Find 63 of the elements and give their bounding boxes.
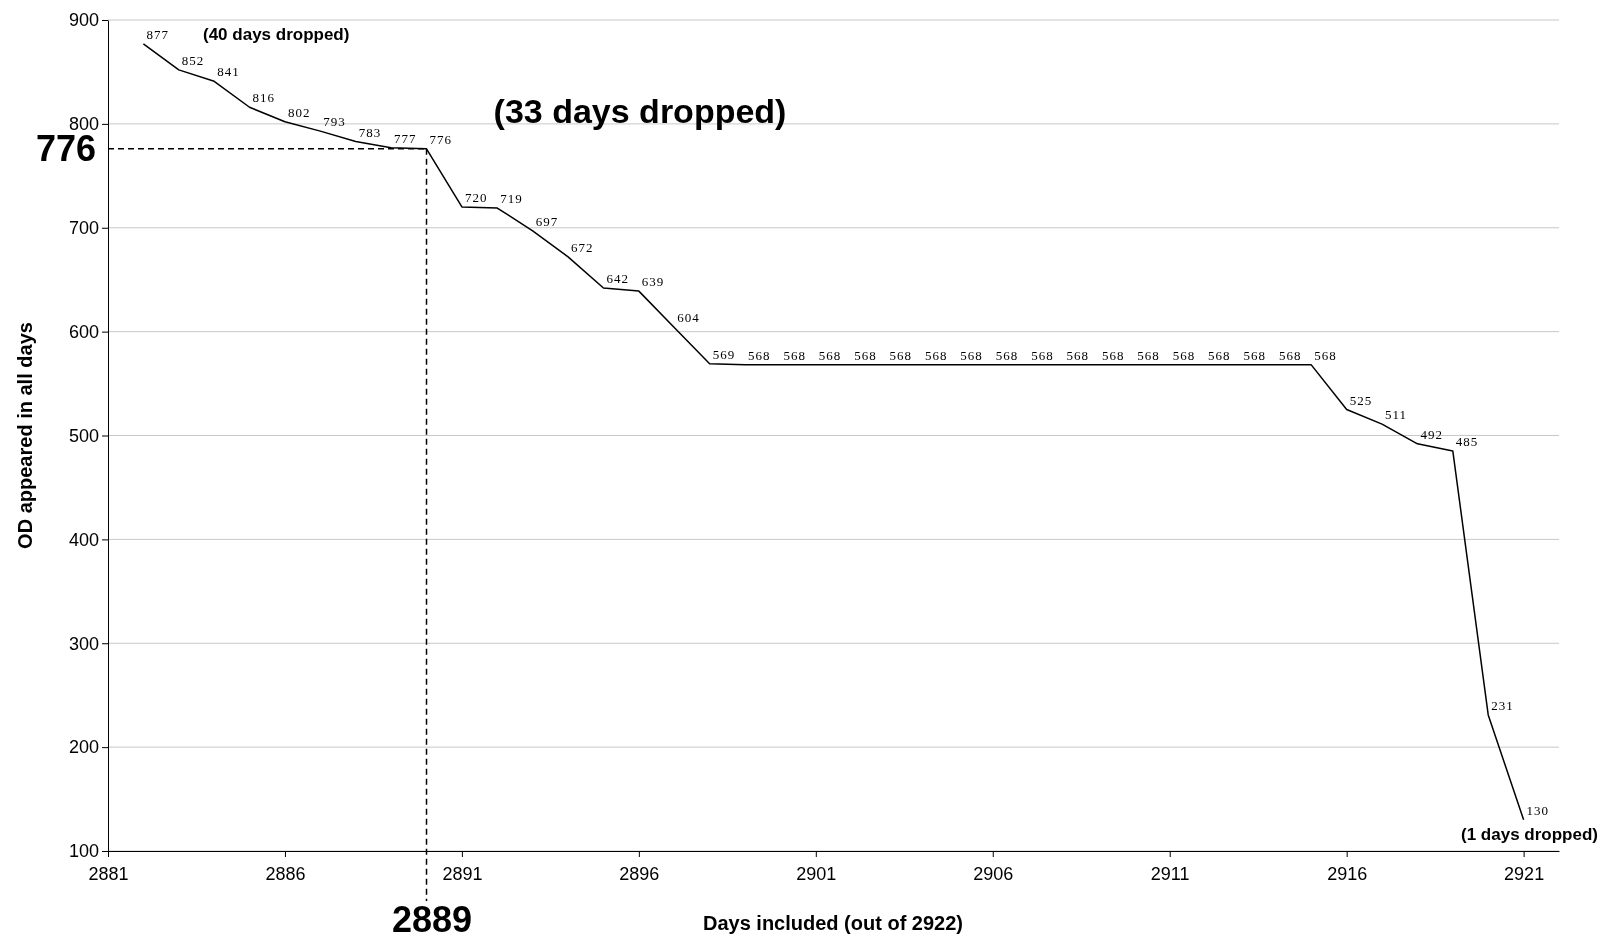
- x-tick-label: 2906: [973, 863, 1014, 884]
- data-label: 568: [1172, 347, 1196, 363]
- y-tick-label: 100: [68, 841, 99, 862]
- data-label: 485: [1455, 434, 1479, 450]
- data-label: 568: [854, 347, 877, 363]
- data-label: 568: [1066, 347, 1090, 363]
- data-label: 783: [358, 124, 382, 140]
- data-label: 642: [606, 271, 629, 286]
- x-tick-label: 2881: [88, 863, 129, 884]
- data-label: 568: [1137, 347, 1160, 363]
- y-tick-label: 700: [68, 218, 99, 239]
- data-label: 777: [394, 130, 417, 146]
- y-tick-label: 300: [68, 633, 99, 654]
- x-tick-label: 2901: [796, 863, 837, 884]
- y-tick-label: 900: [68, 10, 99, 31]
- x-tick-label: 2891: [442, 863, 483, 884]
- data-label: 802: [287, 104, 311, 120]
- y-tick-label: 200: [68, 737, 99, 758]
- data-label: 852: [181, 52, 205, 68]
- data-label: 568: [1243, 347, 1266, 363]
- x-tick-label: 2921: [1504, 863, 1545, 884]
- data-label: 568: [1101, 347, 1125, 363]
- data-label: 525: [1349, 392, 1373, 408]
- data-label: 841: [217, 64, 240, 80]
- data-label: 719: [500, 191, 523, 207]
- data-label: 568: [1031, 347, 1054, 363]
- data-label: 672: [571, 239, 594, 255]
- data-label: 604: [677, 310, 700, 326]
- data-label: 130: [1526, 802, 1550, 818]
- data-label: 639: [641, 274, 665, 290]
- x-tick-label: 2916: [1327, 863, 1368, 884]
- data-label: 568: [995, 347, 1019, 363]
- data-label: 568: [889, 347, 913, 363]
- data-label: 877: [146, 26, 169, 42]
- data-label: 793: [323, 114, 346, 130]
- annotation: (1 days dropped): [1461, 825, 1598, 844]
- data-label: 720: [464, 189, 488, 205]
- data-label: 568: [783, 347, 806, 363]
- y-tick-label: 600: [68, 321, 99, 342]
- data-label: 511: [1385, 407, 1408, 423]
- data-label: 231: [1491, 697, 1514, 713]
- y-tick-label: 400: [68, 529, 99, 550]
- data-label: 568: [818, 347, 842, 363]
- data-label: 568: [1314, 347, 1337, 363]
- x-tick-label: 2886: [265, 863, 306, 884]
- annotation: (33 days dropped): [493, 92, 787, 130]
- data-label: 776: [429, 131, 453, 147]
- data-label: 568: [960, 347, 983, 363]
- x-tick-label: 2911: [1150, 863, 1190, 884]
- x-tick-label: 2896: [619, 863, 660, 884]
- data-label: 568: [1208, 347, 1231, 363]
- data-label: 492: [1420, 426, 1443, 442]
- y-axis-title: OD appeared in all days: [14, 322, 36, 549]
- y-tick-label: 500: [68, 425, 99, 446]
- data-label: 568: [748, 347, 771, 363]
- data-label: 569: [712, 346, 736, 362]
- data-label: 816: [252, 90, 276, 106]
- annotation: (40 days dropped): [203, 25, 350, 44]
- data-label: 568: [924, 347, 948, 363]
- data-label: 568: [1278, 347, 1302, 363]
- x-axis-title: Days included (out of 2922): [702, 912, 964, 934]
- data-label: 697: [535, 213, 559, 229]
- text: 2889: [391, 899, 473, 940]
